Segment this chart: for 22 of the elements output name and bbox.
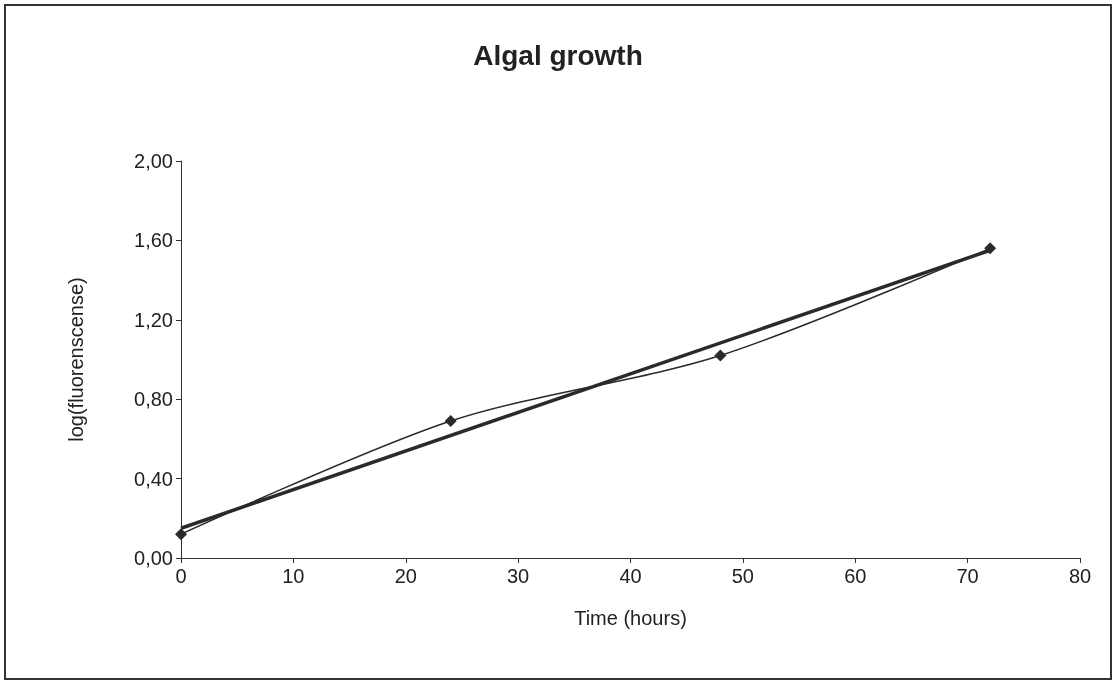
x-tick-label: 60 <box>844 565 867 587</box>
y-tick-label: 0,40 <box>134 467 173 490</box>
x-tick-label: 30 <box>507 565 530 587</box>
y-tick-label: 2,00 <box>134 150 173 172</box>
point <box>444 415 457 428</box>
x-tick-label: 20 <box>394 565 417 587</box>
point <box>984 242 997 255</box>
y-axis-title: log(fluorenscense) <box>65 277 87 442</box>
x-tick-label: 40 <box>619 565 642 587</box>
x-tick-label: 80 <box>1068 565 1092 587</box>
chart-title: Algal growth <box>473 39 643 71</box>
x-tick-label: 50 <box>731 565 754 587</box>
y-tick-label: 0,80 <box>134 388 173 411</box>
x-tick-label: 70 <box>956 565 979 587</box>
x-axis-title: Time (hours) <box>574 607 687 629</box>
x-tick-label: 10 <box>282 565 305 587</box>
y-tick-label: 0,00 <box>134 547 173 569</box>
point <box>175 528 187 541</box>
y-tick-label: 1,60 <box>134 229 173 252</box>
y-tick-label: 1,20 <box>134 308 173 331</box>
point <box>714 349 727 362</box>
x-tick-label: 0 <box>175 565 187 587</box>
